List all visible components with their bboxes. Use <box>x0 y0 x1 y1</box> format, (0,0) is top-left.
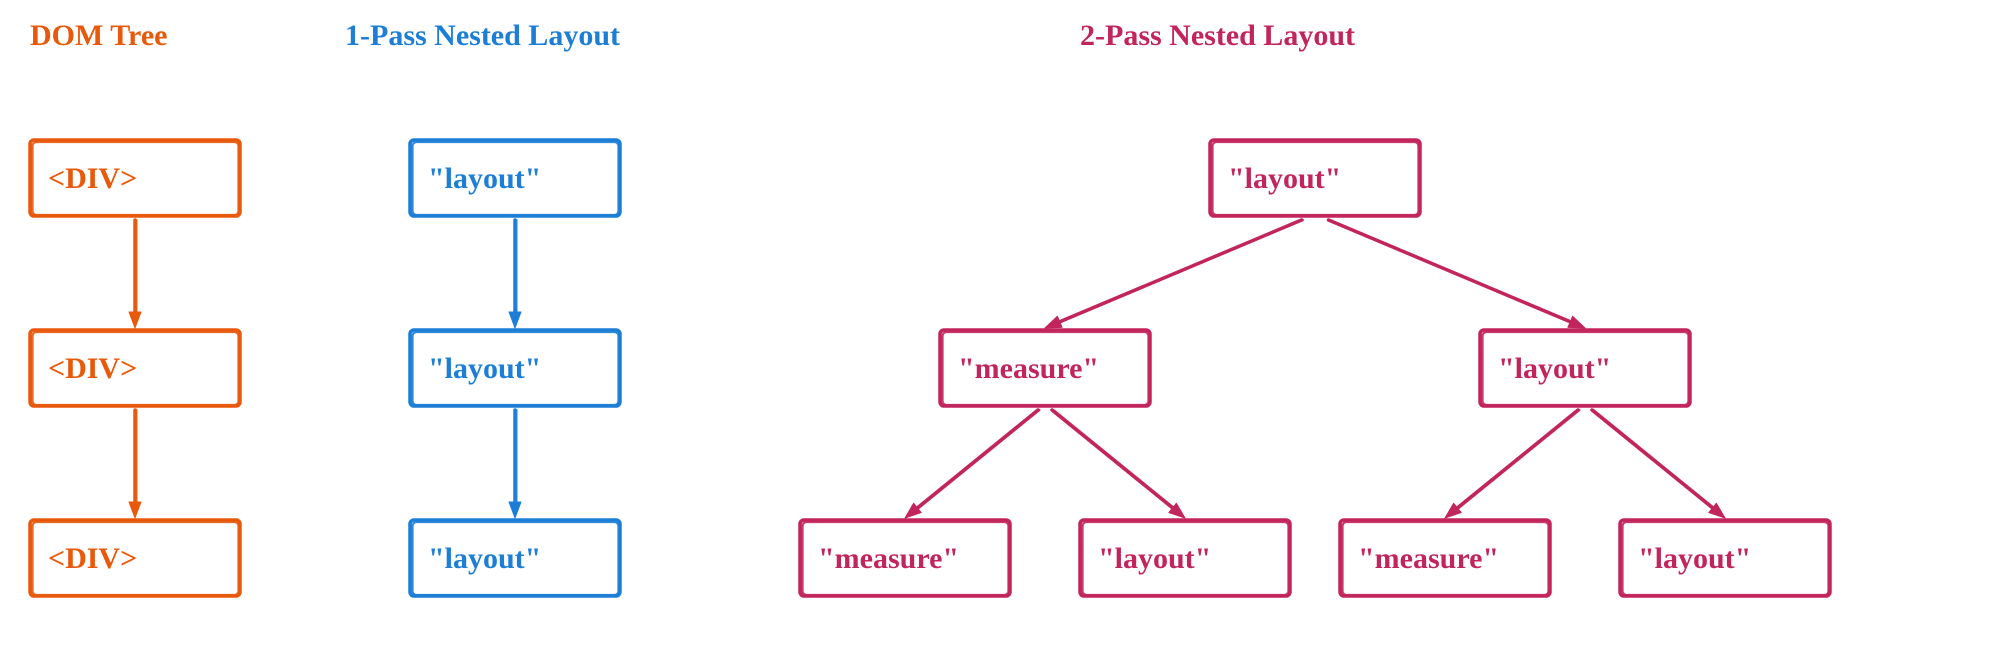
node-label-t20: "measure" <box>818 542 959 575</box>
node-label-t22: "measure" <box>1358 542 1499 575</box>
node-label-t23: "layout" <box>1638 542 1751 575</box>
title-two: 2-Pass Nested Layout <box>1080 19 1355 52</box>
node-label-o0: "layout" <box>428 162 541 195</box>
node-label-t0: "layout" <box>1228 162 1341 195</box>
node-label-d0: <DIV> <box>48 162 137 195</box>
node-label-d2: <DIV> <box>48 542 137 575</box>
node-label-t21: "layout" <box>1098 542 1211 575</box>
title-one: 1-Pass Nested Layout <box>345 19 620 52</box>
node-label-t11: "layout" <box>1498 352 1611 385</box>
title-dom: DOM Tree <box>30 19 167 52</box>
node-label-t10: "measure" <box>958 352 1099 385</box>
node-label-d1: <DIV> <box>48 352 137 385</box>
node-label-o2: "layout" <box>428 542 541 575</box>
node-label-o1: "layout" <box>428 352 541 385</box>
